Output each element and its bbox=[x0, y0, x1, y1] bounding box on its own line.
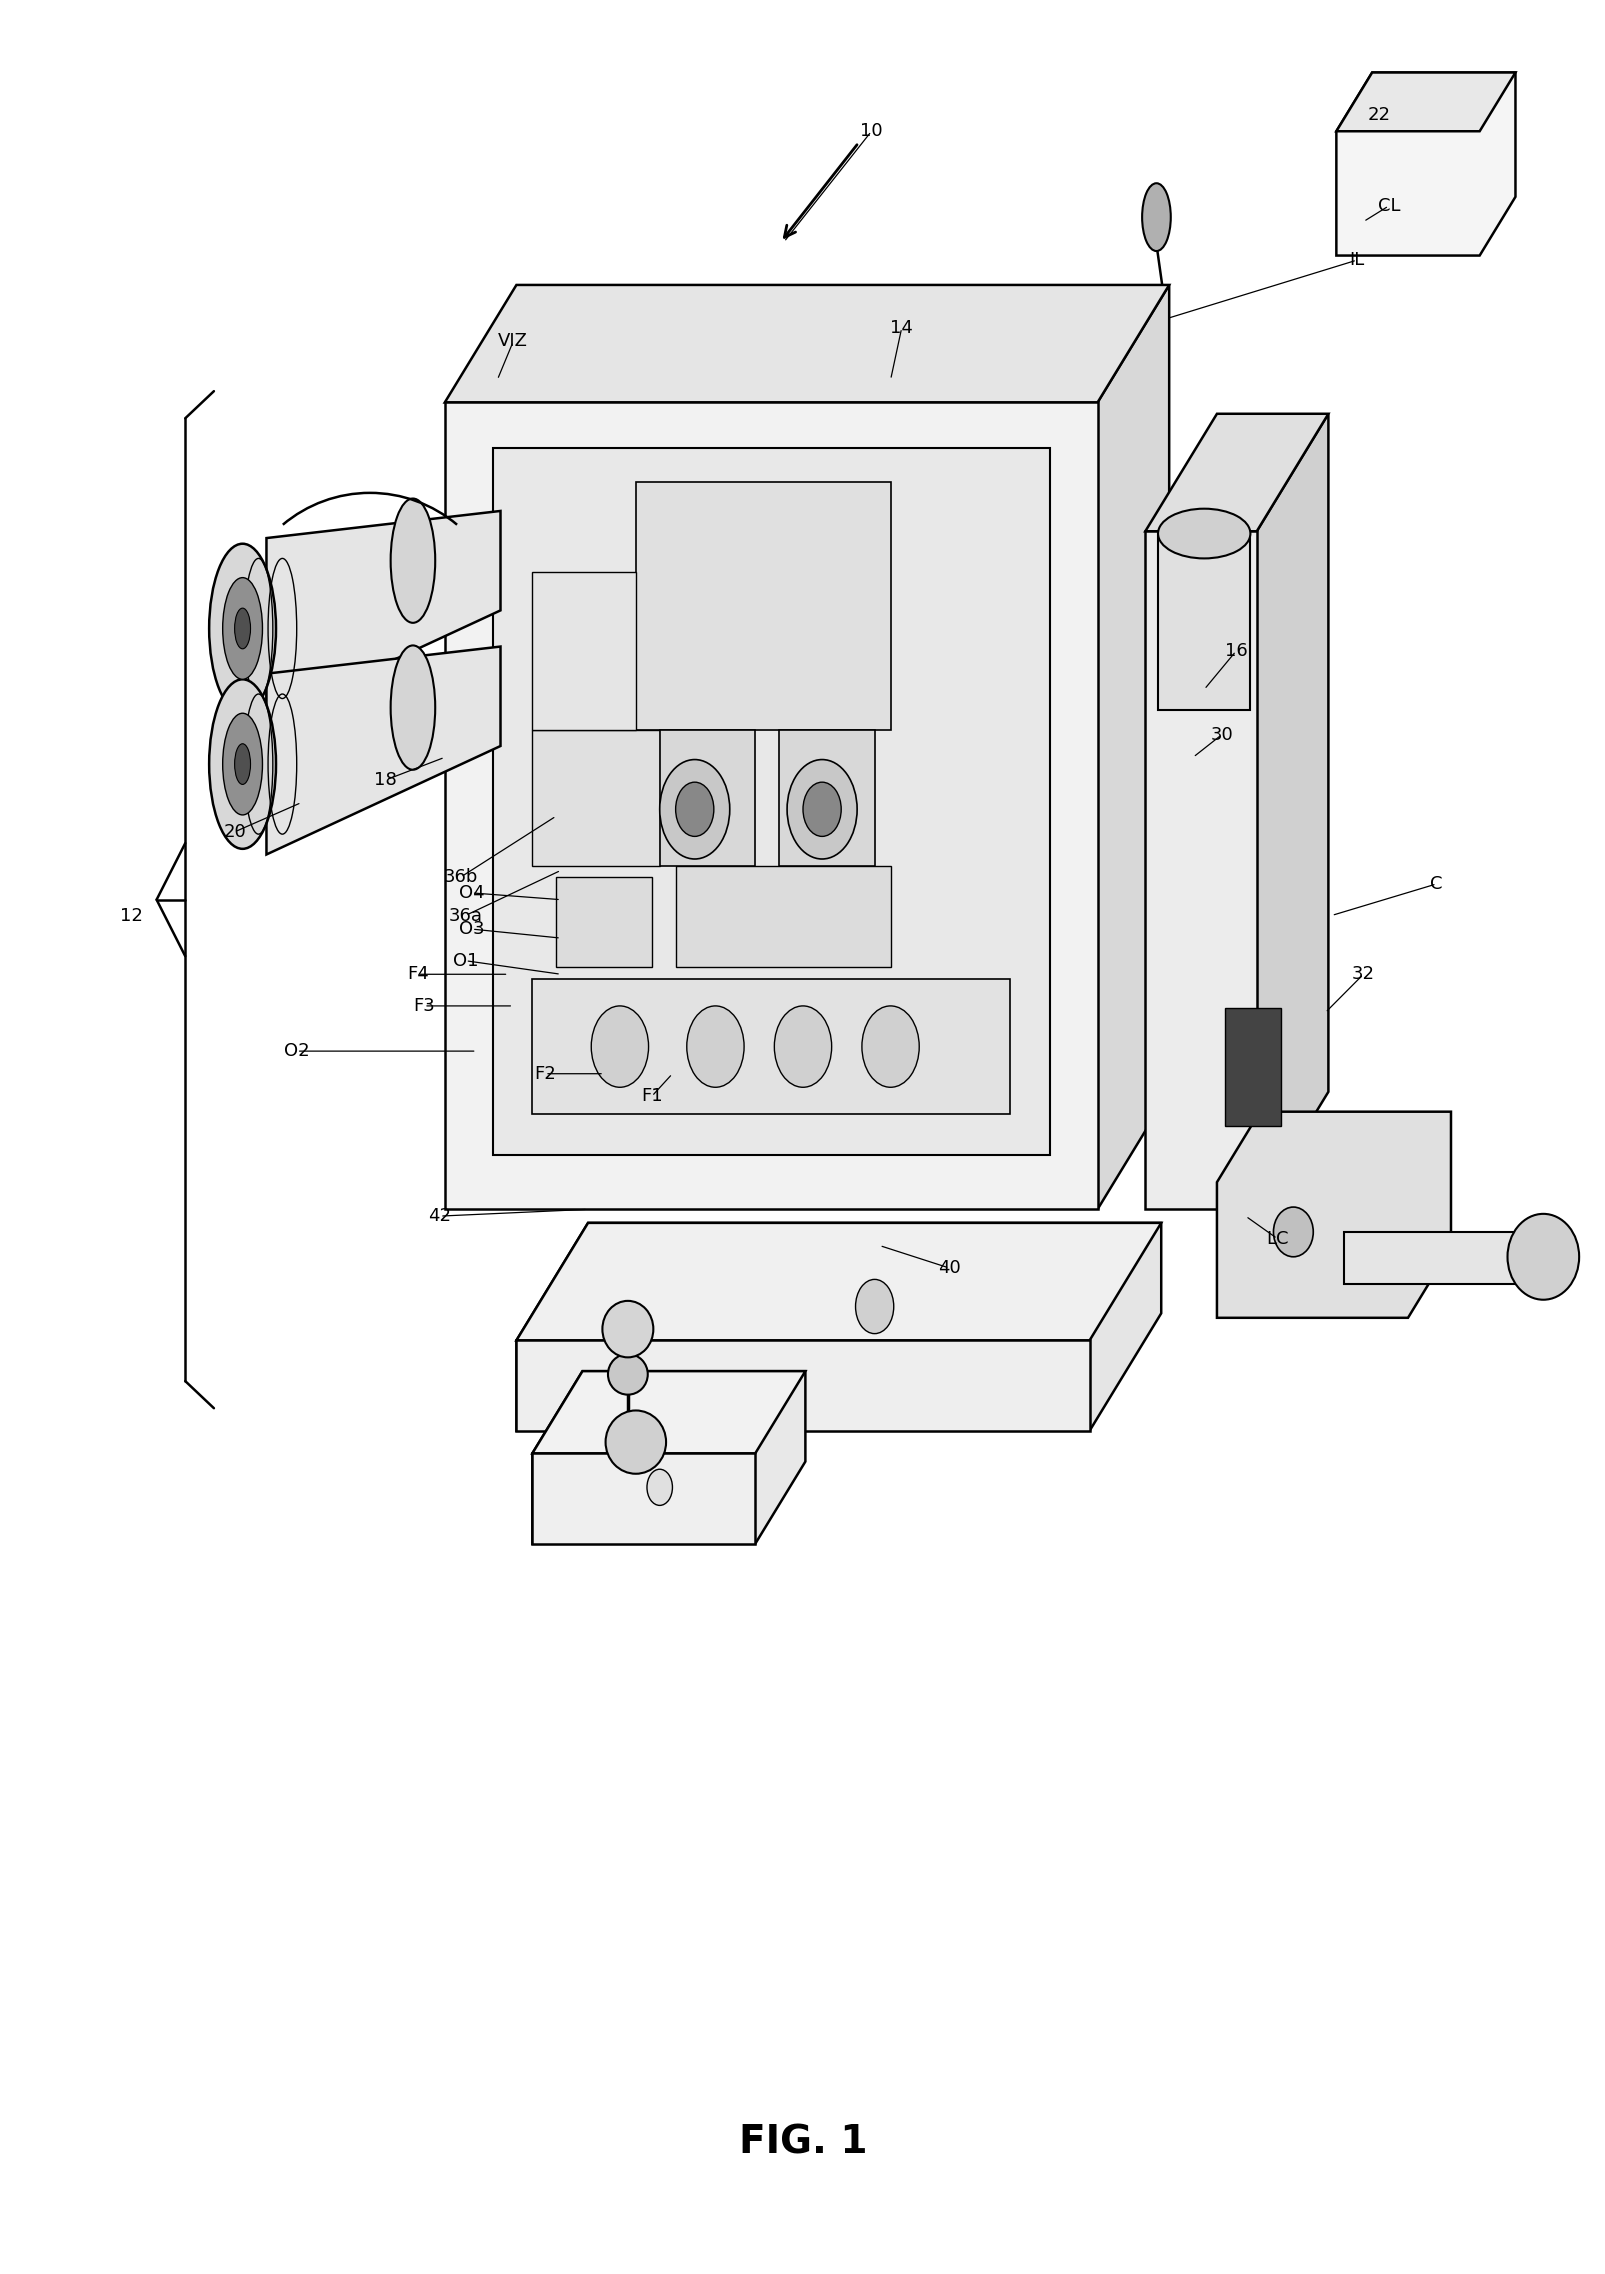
Ellipse shape bbox=[1273, 1207, 1313, 1258]
Polygon shape bbox=[266, 512, 501, 719]
Polygon shape bbox=[1217, 1112, 1449, 1319]
Text: 22: 22 bbox=[1367, 107, 1390, 125]
Text: 32: 32 bbox=[1351, 964, 1374, 982]
Polygon shape bbox=[445, 402, 1096, 1210]
Ellipse shape bbox=[209, 680, 276, 848]
Text: 42: 42 bbox=[429, 1207, 451, 1226]
Polygon shape bbox=[531, 1371, 804, 1544]
Ellipse shape bbox=[602, 1301, 653, 1358]
Ellipse shape bbox=[390, 498, 435, 623]
Text: 36a: 36a bbox=[448, 907, 481, 926]
Polygon shape bbox=[531, 1371, 804, 1453]
Circle shape bbox=[774, 1005, 831, 1087]
Polygon shape bbox=[266, 646, 501, 855]
Polygon shape bbox=[493, 448, 1050, 1155]
Text: F3: F3 bbox=[412, 996, 435, 1014]
Ellipse shape bbox=[1157, 509, 1250, 559]
Ellipse shape bbox=[1141, 184, 1170, 250]
Polygon shape bbox=[555, 878, 652, 966]
Ellipse shape bbox=[390, 646, 435, 769]
Bar bbox=[1225, 1007, 1279, 1126]
Text: O4: O4 bbox=[459, 885, 485, 903]
Polygon shape bbox=[676, 866, 891, 966]
Circle shape bbox=[687, 1005, 743, 1087]
Polygon shape bbox=[660, 730, 754, 866]
Polygon shape bbox=[1335, 73, 1515, 255]
Text: 40: 40 bbox=[937, 1260, 960, 1278]
Text: 10: 10 bbox=[860, 123, 883, 141]
Text: F4: F4 bbox=[406, 964, 429, 982]
Text: FIG. 1: FIG. 1 bbox=[738, 2124, 867, 2163]
Polygon shape bbox=[1144, 532, 1257, 1210]
Polygon shape bbox=[531, 573, 636, 730]
Circle shape bbox=[786, 760, 857, 860]
Ellipse shape bbox=[1507, 1214, 1578, 1301]
Text: C: C bbox=[1430, 875, 1441, 894]
Ellipse shape bbox=[234, 607, 250, 648]
Polygon shape bbox=[531, 730, 660, 866]
Text: O1: O1 bbox=[453, 953, 478, 969]
Ellipse shape bbox=[209, 543, 276, 714]
Ellipse shape bbox=[605, 1410, 666, 1474]
Ellipse shape bbox=[608, 1353, 647, 1394]
Text: 12: 12 bbox=[120, 907, 143, 926]
Text: 36b: 36b bbox=[443, 869, 478, 887]
Text: 20: 20 bbox=[223, 823, 246, 841]
Ellipse shape bbox=[234, 744, 250, 785]
Polygon shape bbox=[1157, 534, 1250, 709]
Text: O2: O2 bbox=[284, 1041, 310, 1060]
Polygon shape bbox=[1343, 1233, 1534, 1285]
Circle shape bbox=[647, 1469, 672, 1505]
Polygon shape bbox=[531, 978, 1010, 1114]
Polygon shape bbox=[636, 482, 891, 730]
Ellipse shape bbox=[223, 714, 262, 814]
Polygon shape bbox=[517, 1339, 1088, 1430]
Text: 14: 14 bbox=[889, 318, 913, 337]
Circle shape bbox=[591, 1005, 648, 1087]
Text: F1: F1 bbox=[640, 1087, 663, 1105]
Polygon shape bbox=[778, 730, 875, 866]
Ellipse shape bbox=[223, 578, 262, 680]
Polygon shape bbox=[1257, 414, 1327, 1210]
Polygon shape bbox=[445, 284, 1168, 402]
Text: O3: O3 bbox=[459, 921, 485, 939]
Text: IL: IL bbox=[1348, 250, 1364, 268]
Circle shape bbox=[660, 760, 729, 860]
Polygon shape bbox=[1144, 414, 1327, 532]
Text: F2: F2 bbox=[534, 1064, 555, 1082]
Circle shape bbox=[802, 782, 841, 837]
Text: CL: CL bbox=[1377, 198, 1400, 214]
Text: 18: 18 bbox=[374, 771, 396, 789]
Text: LC: LC bbox=[1265, 1230, 1287, 1248]
Text: 16: 16 bbox=[1225, 641, 1247, 659]
Polygon shape bbox=[1335, 73, 1515, 132]
Circle shape bbox=[676, 782, 713, 837]
Text: 30: 30 bbox=[1210, 725, 1233, 744]
Circle shape bbox=[855, 1280, 894, 1333]
Text: VIZ: VIZ bbox=[498, 332, 528, 350]
Polygon shape bbox=[517, 1223, 1160, 1430]
Circle shape bbox=[862, 1005, 918, 1087]
Polygon shape bbox=[1096, 284, 1168, 1210]
Polygon shape bbox=[531, 1453, 754, 1544]
Polygon shape bbox=[517, 1223, 1160, 1339]
